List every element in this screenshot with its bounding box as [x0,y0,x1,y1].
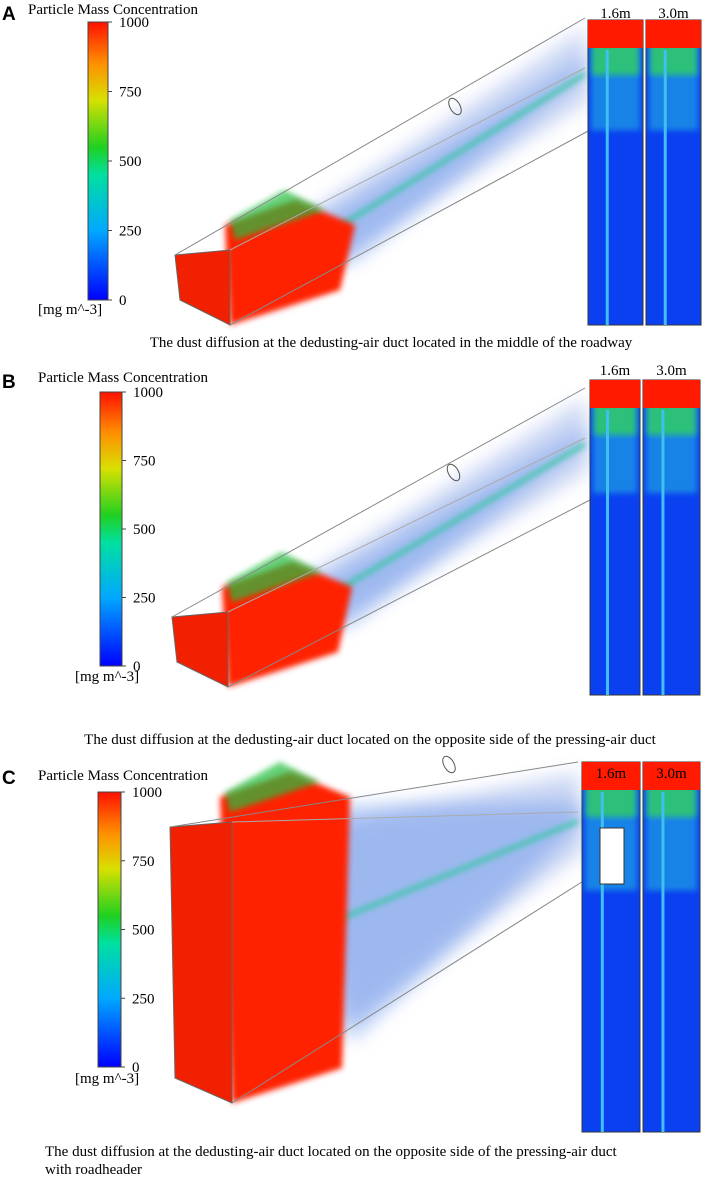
panel: 1.6m 3.0m A Particle Mass Concentration1000… [2,2,702,351]
colorbar-tick-label: 1000 [133,385,163,401]
duct-edge [169,761,579,828]
colorbar-title: Particle Mass Concentration [38,370,208,386]
dust-front-green [225,762,320,812]
colorbar-tick-label: 250 [132,991,155,1007]
duct-edge [231,879,586,1104]
colorbar [99,391,123,667]
slice-red [588,20,643,48]
panel: 1.6m 3.0m B Particle Mass Concentration1000… [2,363,701,748]
colorbar-tick-label: 250 [133,591,156,607]
duct-edge [229,129,591,326]
panel-label: B [2,372,16,393]
duct-face [174,249,231,326]
duct-edge [171,387,586,618]
slice-red [646,20,701,48]
slice-label: 1.6m [600,363,631,379]
slice-label: 3.0m [658,6,689,22]
panel-label: A [2,4,16,25]
colorbar-tick-label: 0 [133,659,141,675]
caption: The dust diffusion at the dedusting-air … [84,732,657,748]
duct-outlet [448,97,462,116]
colorbar-tick-label: 0 [132,1060,140,1076]
slice-label: 3.0m [656,766,687,782]
slice-red [590,380,640,408]
slice-red [643,380,700,408]
slice-red [582,762,640,790]
colorbar [97,791,122,1068]
colorbar-tick-label: 0 [119,293,127,309]
duct-edge [231,811,579,823]
colorbar-title: Particle Mass Concentration [38,768,208,784]
colorbar [87,21,109,301]
duct-outlet [446,463,461,482]
dust-front-green [227,552,322,602]
dust-front [220,772,350,1103]
caption: with roadheader [45,1162,142,1177]
duct-face [171,611,229,688]
duct-face [169,821,233,1104]
panel: 1.6m 3.0m C Particle Mass Concentration1000… [2,755,701,1177]
duct-cloud-core [290,802,585,1043]
colorbar-unit: [mg m^-3] [38,302,102,318]
duct-edge [229,67,586,251]
caption: The dust diffusion at the dedusting-air … [45,1144,618,1160]
colorbar-tick-label: 250 [119,224,142,240]
caption: The dust diffusion at the dedusting-air … [150,335,633,351]
duct-edge [227,499,591,688]
colorbar-unit: [mg m^-3] [75,1071,139,1087]
colorbar-tick-label: 1000 [132,785,162,801]
slice-label: 1.6m [596,766,627,782]
colorbar-unit: [mg m^-3] [75,669,139,685]
colorbar-tick-label: 500 [119,154,142,170]
panel-label: C [2,768,16,789]
colorbar-tick-label: 500 [133,522,156,538]
slice-red [643,762,700,790]
colorbar-tick-label: 750 [133,454,156,470]
colorbar-tick-label: 500 [132,923,155,939]
colorbar-tick-label: 1000 [119,15,149,31]
colorbar-title: Particle Mass Concentration [28,2,198,18]
duct-outlet [442,755,456,774]
roadheader [599,827,625,885]
slice-label: 3.0m [656,363,687,379]
duct-edge [174,17,586,256]
slice-label: 1.6m [600,6,631,22]
dust-front-green [230,190,325,240]
colorbar-tick-label: 750 [119,85,142,101]
duct-edge [227,437,586,613]
colorbar-tick-label: 750 [132,854,155,870]
